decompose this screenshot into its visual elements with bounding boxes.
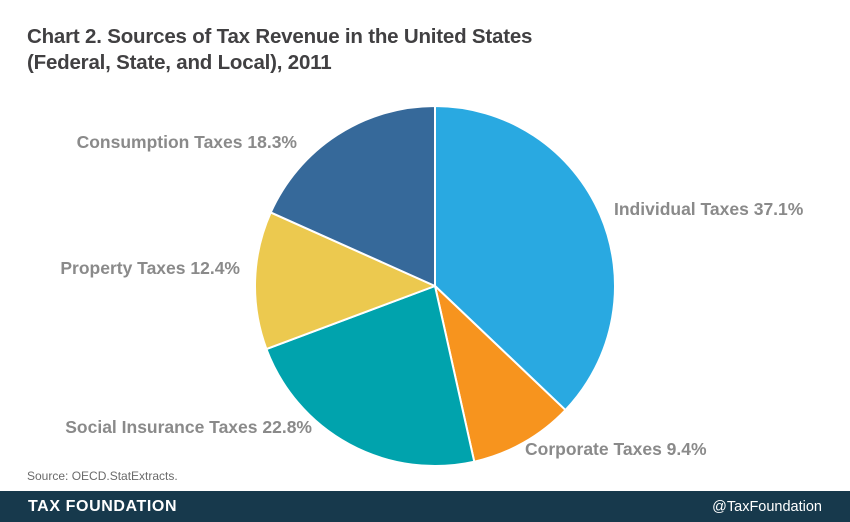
footer-bar: TAX FOUNDATION @TaxFoundation	[0, 491, 850, 522]
pie-label-property-taxes: Property Taxes 12.4%	[60, 258, 240, 278]
source-note: Source: OECD.StatExtracts.	[27, 469, 178, 483]
chart-title-line1: Chart 2. Sources of Tax Revenue in the U…	[27, 25, 533, 48]
pie-slice-consumption-taxes	[269, 105, 436, 287]
pie-slice-individual-taxes	[434, 105, 616, 412]
pie-label-corporate-taxes: Corporate Taxes 9.4%	[525, 439, 707, 459]
footer-brand: TAX FOUNDATION	[28, 497, 178, 515]
pie-slice-corporate-taxes	[434, 285, 567, 463]
chart-title: Chart 2. Sources of Tax Revenue in the U…	[27, 24, 647, 76]
pie-slice-social-insurance-taxes	[265, 285, 476, 467]
pie-label-individual-taxes: Individual Taxes 37.1%	[614, 199, 804, 219]
pie-label-social-insurance-taxes: Social Insurance Taxes 22.8%	[65, 417, 312, 437]
chart-title-line2: (Federal, State, and Local), 2011	[27, 51, 332, 74]
pie-label-consumption-taxes: Consumption Taxes 18.3%	[76, 132, 297, 152]
pie-slice-property-taxes	[254, 211, 436, 351]
footer-twitter-handle: @TaxFoundation	[712, 498, 822, 515]
